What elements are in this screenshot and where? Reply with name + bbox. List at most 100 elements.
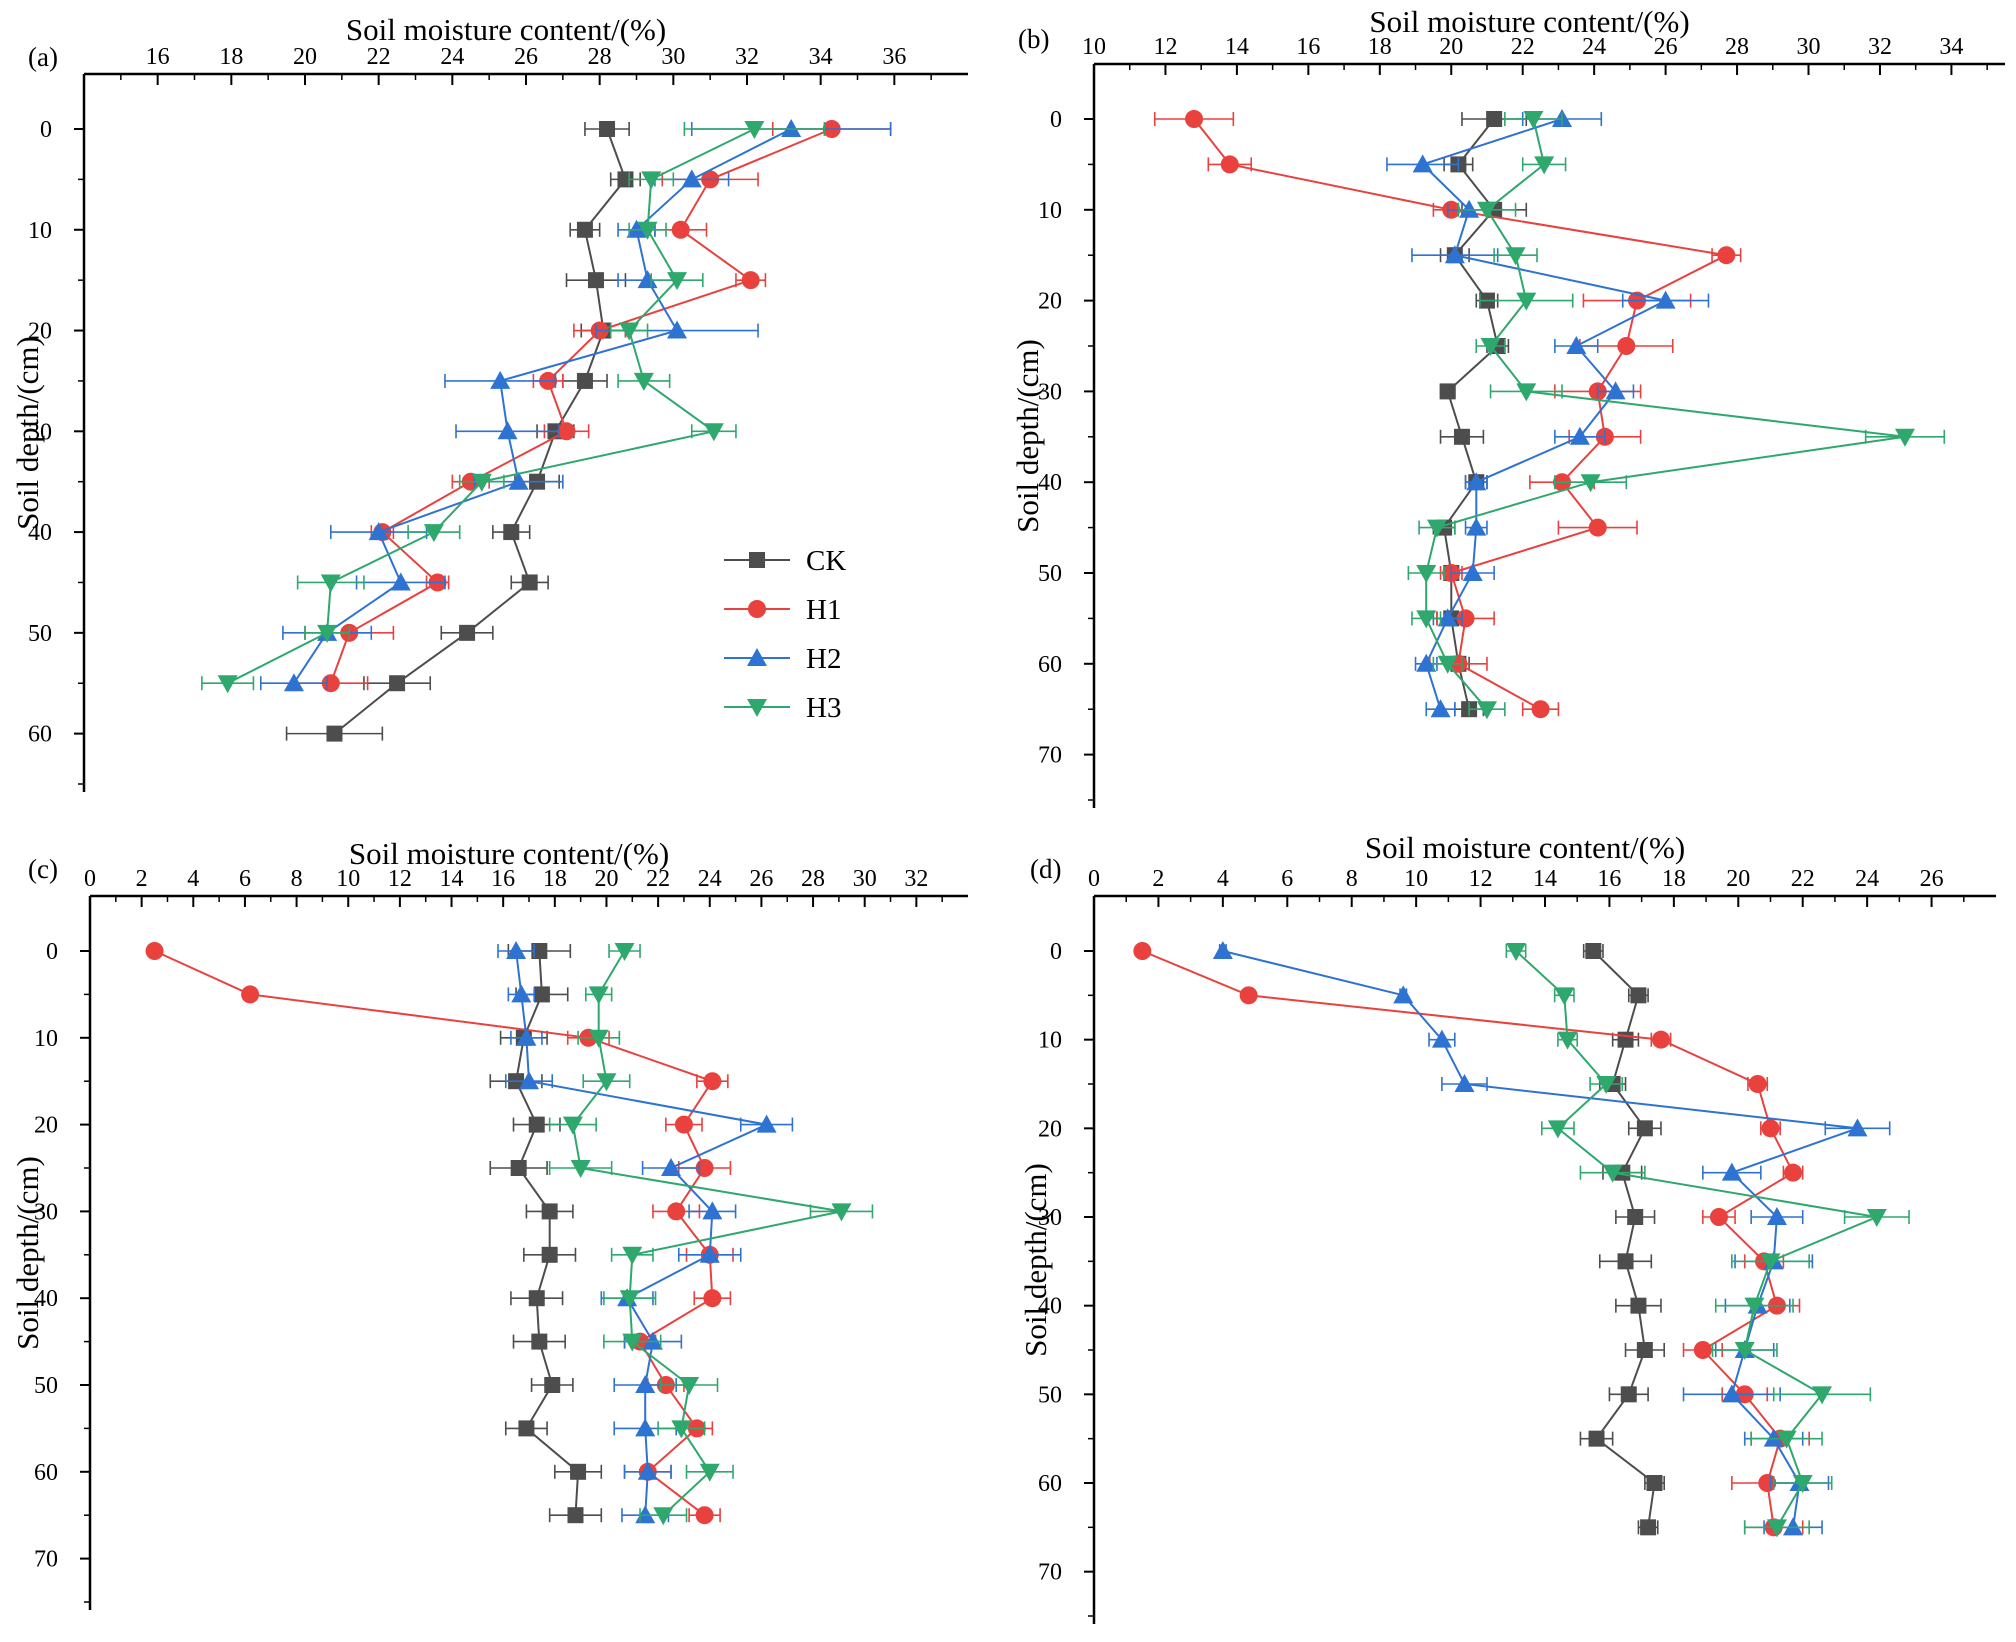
data-point: [576, 221, 593, 238]
y-tick-label: 70: [34, 1547, 58, 1573]
data-point: [671, 220, 690, 239]
data-point: [389, 675, 406, 692]
y-tick-label: 50: [34, 1373, 58, 1399]
x-tick-label: 12: [1469, 866, 1493, 892]
data-point: [1212, 941, 1233, 959]
data-point: [1760, 1253, 1781, 1272]
series-line: [1141, 950, 1795, 1528]
data-point: [614, 943, 635, 961]
y-tick-label: 10: [1038, 198, 1062, 224]
data-point: [1693, 1341, 1712, 1359]
data-point: [533, 986, 550, 1003]
data-point: [661, 1158, 682, 1176]
data-point: [1655, 290, 1676, 309]
data-point: [1766, 1519, 1787, 1538]
data-point: [1439, 383, 1456, 400]
legend-entry-h1: H1: [724, 594, 841, 626]
data-point: [368, 522, 389, 541]
data-point: [667, 1202, 686, 1221]
y-axis-label: Soil depth/(cm): [1018, 1163, 1053, 1357]
data-point: [503, 524, 520, 541]
data-point: [1585, 943, 1602, 959]
x-tick-label: 18: [219, 44, 243, 70]
y-tick-label: 30: [1038, 379, 1062, 405]
data-point: [1554, 987, 1575, 1006]
panel-label: (b): [1018, 24, 1049, 54]
x-axis-label: Soil moisture content/(%): [346, 12, 666, 47]
x-tick-label: 0: [84, 866, 96, 892]
data-point: [703, 423, 724, 442]
data-point: [741, 271, 760, 290]
y-tick-label: 30: [34, 1199, 58, 1225]
data-point: [1636, 1342, 1653, 1358]
data-point: [588, 986, 609, 1005]
panel-d: (d) Soil moisture content/(%) Soil depth/(…: [1018, 830, 1996, 1624]
data-point: [781, 119, 802, 137]
data-point: [1721, 1384, 1742, 1403]
y-tick-label: 40: [28, 520, 52, 546]
x-tick-label: 28: [1725, 34, 1749, 60]
data-point: [622, 1246, 643, 1265]
x-tick-label: 26: [1920, 866, 1944, 892]
series-h2: [1386, 109, 1710, 718]
data-point: [1516, 292, 1537, 311]
data-point: [528, 1116, 545, 1133]
data-point: [703, 1289, 722, 1308]
panel-b: (b) Soil moisture content/(%) Soil depth/(…: [1010, 4, 2005, 808]
data-point: [1783, 1517, 1804, 1536]
data-point: [1588, 518, 1607, 537]
data-point: [557, 422, 576, 441]
x-tick-label: 24: [1855, 866, 1879, 892]
legend: CK H1 H2 H3: [724, 545, 846, 724]
series-h2: [497, 941, 794, 1524]
x-tick-label: 24: [440, 44, 464, 70]
data-point: [626, 219, 647, 238]
data-point: [531, 1333, 548, 1350]
y-tick-label: 10: [34, 1026, 58, 1052]
x-tick-label: 16: [1597, 866, 1621, 892]
y-tick-label: 20: [1038, 289, 1062, 315]
x-tick-label: 20: [594, 866, 618, 892]
x-tick-label: 30: [1797, 34, 1821, 60]
data-point: [1776, 1430, 1797, 1449]
data-point: [1466, 517, 1487, 536]
x-axis-label: Soil moisture content/(%): [1369, 4, 1689, 39]
data-point: [1717, 246, 1736, 265]
x-tick-label: 2: [1152, 866, 1164, 892]
series-line: [329, 128, 833, 684]
x-tick-label: 32: [904, 866, 928, 892]
data-point: [703, 1072, 722, 1091]
x-tick-label: 24: [698, 866, 722, 892]
y-tick-label: 70: [1038, 743, 1062, 769]
x-tick-label: 20: [293, 44, 317, 70]
x-tick-label: 18: [543, 866, 567, 892]
data-point: [1605, 381, 1626, 400]
data-point: [637, 1461, 658, 1480]
series-h3: [548, 943, 874, 1526]
data-point: [1426, 519, 1447, 538]
x-tick-label: 20: [1439, 34, 1463, 60]
data-point: [490, 370, 511, 389]
series-h1: [1153, 110, 1742, 719]
data-point: [653, 1507, 674, 1526]
data-point: [1709, 1208, 1728, 1226]
legend-marker: [748, 600, 766, 618]
data-point: [642, 1331, 663, 1350]
data-point: [831, 1203, 852, 1222]
data-point: [1580, 474, 1601, 493]
data-point: [541, 1203, 558, 1220]
data-point: [619, 1290, 640, 1309]
data-point: [521, 574, 538, 591]
data-point: [1847, 1118, 1868, 1137]
panel-a: (a) Soil moisture content/(%) Soil depth/(…: [10, 12, 968, 792]
x-tick-label: 12: [388, 866, 412, 892]
x-tick-label: 0: [1088, 866, 1100, 892]
data-point: [531, 943, 548, 959]
data-point: [217, 675, 238, 694]
y-tick-label: 50: [1038, 561, 1062, 587]
data-point: [1596, 1076, 1617, 1094]
data-point: [1220, 155, 1239, 174]
data-point: [1784, 1163, 1803, 1182]
data-point: [1894, 428, 1915, 447]
data-point: [756, 1114, 777, 1133]
